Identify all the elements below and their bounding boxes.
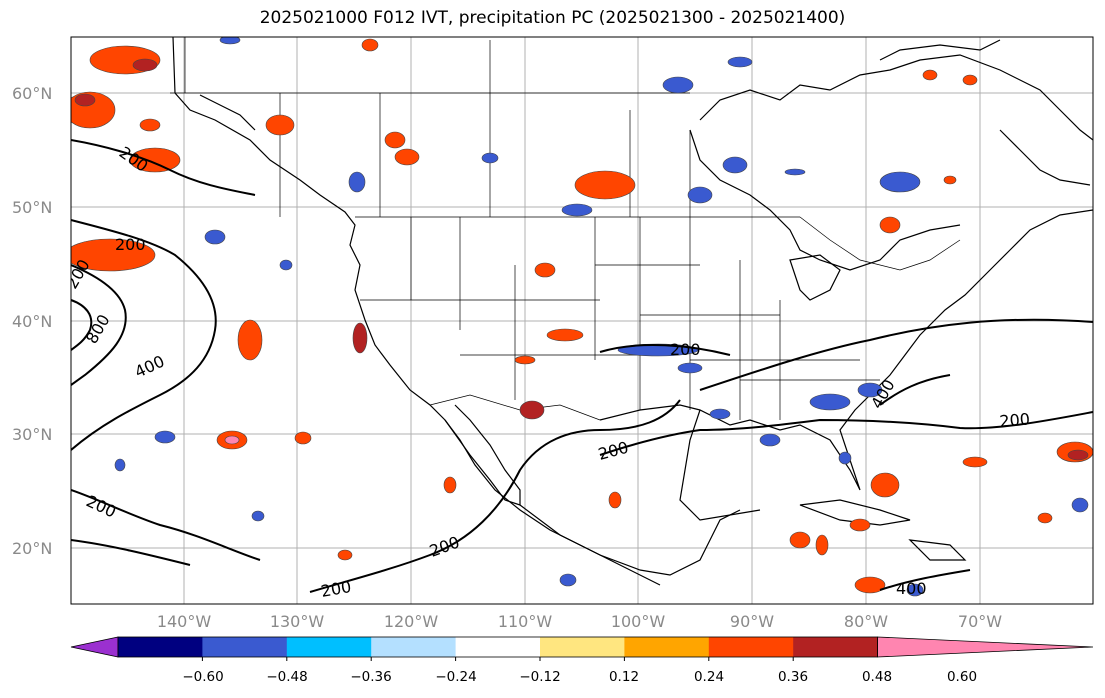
- lon-label: 140°W: [157, 612, 212, 631]
- precip-negative-anomalies: [114, 37, 1089, 597]
- lon-label: 80°W: [844, 612, 888, 631]
- lon-label: 100°W: [611, 612, 666, 631]
- lat-label: 60°N: [12, 84, 52, 103]
- colorbar-tick-label: 0.12: [609, 669, 639, 685]
- ivt-label-200: 200: [670, 340, 701, 359]
- lon-label: 110°W: [498, 612, 553, 631]
- colorbar-segment: [202, 637, 288, 657]
- lon-label: 90°W: [730, 612, 774, 631]
- coastlines: [172, 37, 1093, 586]
- colorbar-segment: [118, 637, 203, 657]
- precip-positive-anomalies: [71, 38, 1093, 594]
- ivt-contours: [71, 139, 1093, 593]
- ivt-label-400: 400: [896, 579, 927, 598]
- colorbar-segment: [455, 637, 541, 657]
- colorbar-segment: [371, 637, 457, 657]
- lon-label: 70°W: [958, 612, 1002, 631]
- colorbar: [70, 636, 1094, 661]
- colorbar-tick-label: −0.48: [266, 669, 307, 685]
- colorbar-extend-low: [70, 636, 119, 658]
- colorbar-extend-high: [877, 636, 1094, 658]
- colorbar-ticks: −0.60 −0.48 −0.36 −0.24 −0.12 0.12 0.24 …: [182, 669, 977, 685]
- political-borders: [170, 37, 961, 421]
- map-border: [70, 36, 1094, 605]
- colorbar-tick-label: 0.24: [694, 669, 724, 685]
- colorbar-segment: [286, 637, 372, 657]
- lon-label: 130°W: [270, 612, 325, 631]
- colorbar-tick-label: 0.48: [862, 669, 892, 685]
- colorbar-segment: [540, 637, 625, 657]
- colorbar-tick-label: −0.60: [182, 669, 223, 685]
- lat-label: 20°N: [12, 539, 52, 558]
- lon-label: 120°W: [384, 612, 439, 631]
- map-title: 2025021000 F012 IVT, precipitation PC (2…: [259, 8, 846, 28]
- colorbar-segment: [793, 637, 879, 657]
- latitude-labels: 60°N 50°N 40°N 30°N 20°N: [12, 84, 52, 558]
- lat-label: 50°N: [12, 198, 52, 217]
- longitude-labels: 140°W 130°W 120°W 110°W 100°W 90°W 80°W …: [157, 612, 1002, 631]
- lat-label: 30°N: [12, 425, 52, 444]
- ivt-label-200: 200: [115, 235, 146, 254]
- lat-label: 40°N: [12, 312, 52, 331]
- colorbar-tick-label: −0.24: [435, 669, 476, 685]
- colorbar-tick-label: −0.12: [519, 669, 560, 685]
- colorbar-segment: [708, 637, 794, 657]
- colorbar-tick-label: 0.60: [947, 669, 977, 685]
- colorbar-border: [117, 636, 878, 658]
- colorbar-tick-label: 0.36: [778, 669, 808, 685]
- colorbar-tick-label: −0.36: [350, 669, 391, 685]
- colorbar-segment: [624, 637, 710, 657]
- ivt-label-200: 200: [999, 409, 1031, 431]
